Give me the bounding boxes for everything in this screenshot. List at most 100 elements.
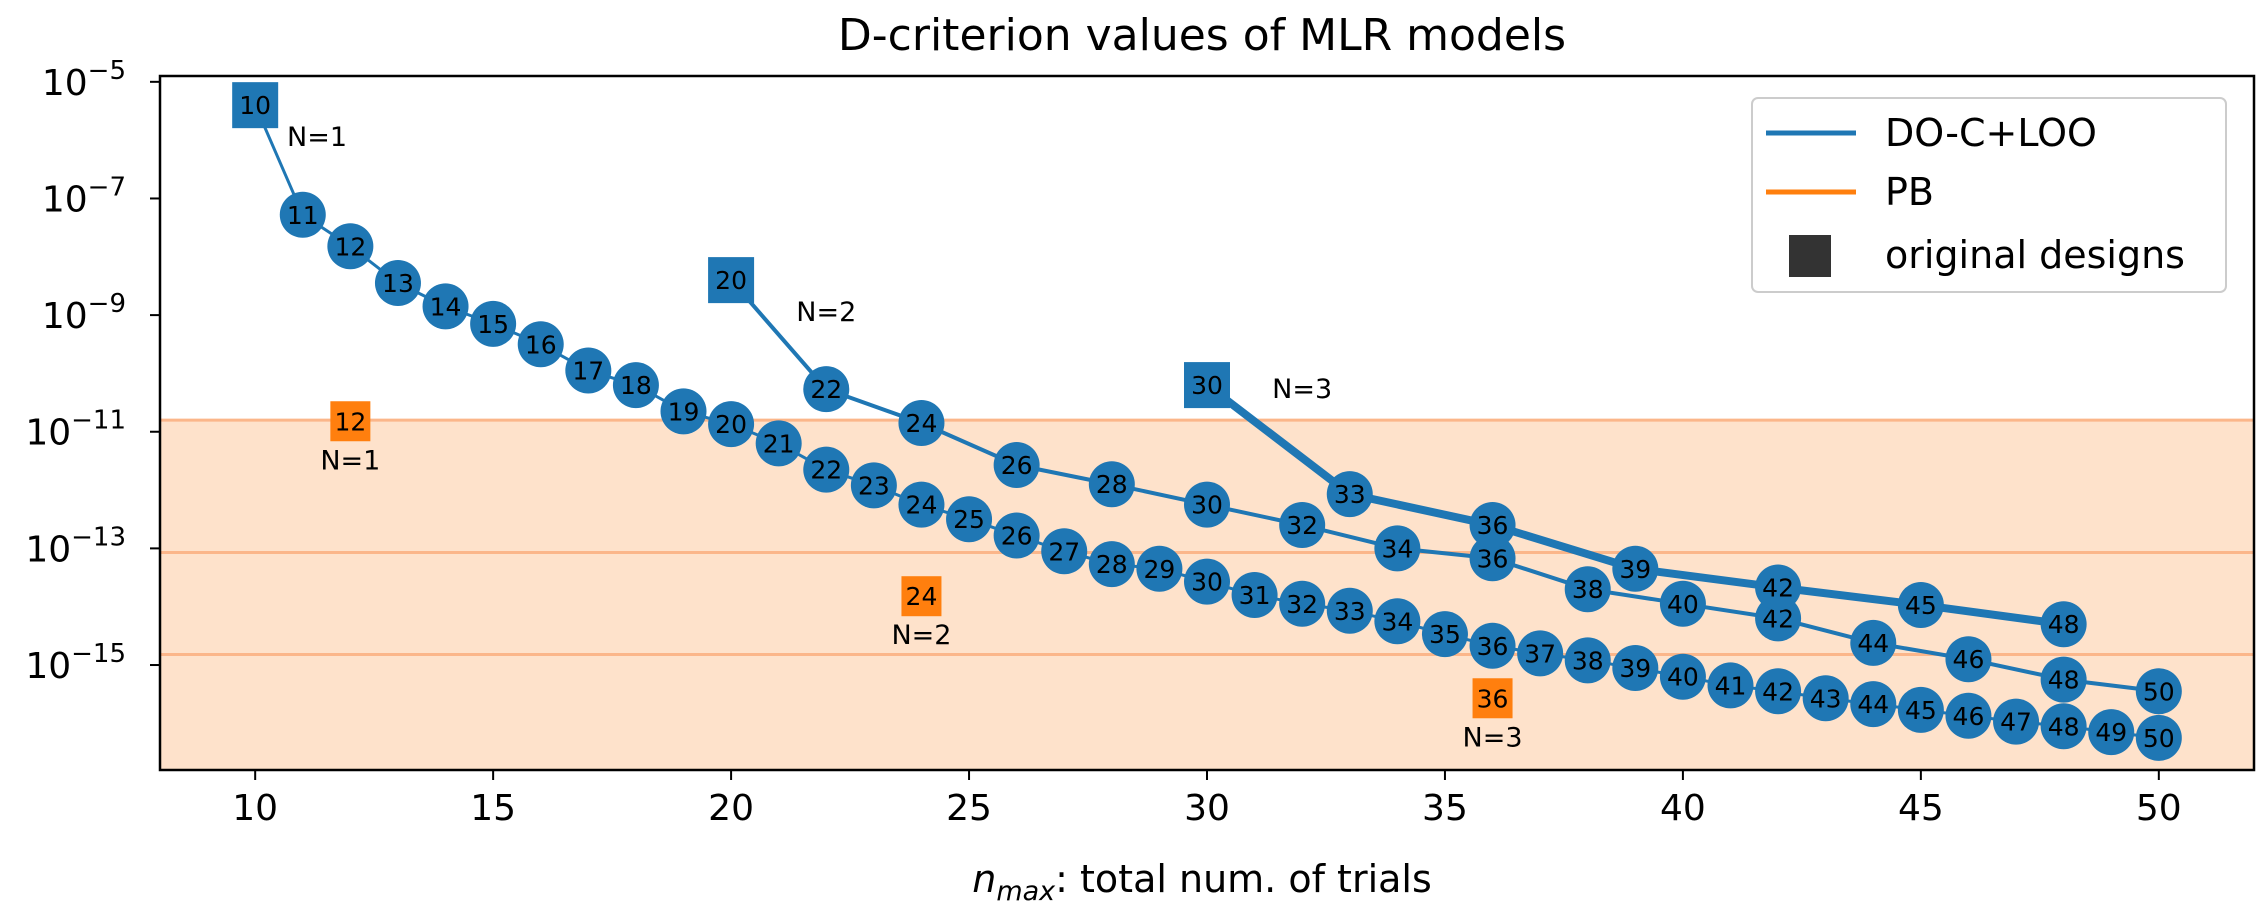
pb-point-1 — [901, 576, 942, 617]
series-0-point-label-12: 23 — [858, 471, 890, 500]
series-0-point-label-15: 26 — [1001, 522, 1033, 551]
series-1-point-label-4: 30 — [1191, 491, 1223, 520]
series-0-point-label-23: 34 — [1381, 607, 1413, 636]
series-0-point-32 — [1802, 675, 1849, 722]
series-2-point-0 — [1326, 471, 1373, 518]
series-1-point-label-3: 28 — [1096, 470, 1128, 499]
series-0-point-6 — [565, 347, 612, 394]
series-2-point-label-5: 48 — [2048, 610, 2080, 639]
series-0-point-label-17: 28 — [1096, 550, 1128, 579]
legend-square-original — [1789, 235, 1831, 277]
series-0-point-1 — [327, 223, 374, 270]
series-0-point-label-36: 47 — [2000, 708, 2032, 737]
series-0-point-label-0: 11 — [287, 201, 319, 230]
pb-point-label-0: 12 — [334, 407, 366, 436]
series-0-point-26 — [1517, 630, 1564, 677]
x-tick-label-6: 40 — [1660, 788, 1706, 829]
x-tick-label-2: 20 — [708, 788, 754, 829]
series-0-point-34 — [1897, 686, 1944, 733]
series-0-point-label-37: 48 — [2048, 712, 2080, 741]
series-0-point-5 — [517, 321, 564, 368]
series-0-point-3 — [422, 283, 469, 330]
x-tick-label-0: 10 — [232, 788, 278, 829]
series-1-point-12 — [1945, 636, 1992, 683]
series-0-point-11 — [803, 446, 850, 493]
series-0-point-18 — [1136, 545, 1183, 592]
series-0-point-17 — [1088, 541, 1135, 588]
series-0-point-20 — [1231, 572, 1278, 619]
series-line-1 — [729, 278, 2160, 694]
series-0-point-31 — [1755, 668, 1802, 715]
series-2-n-label: N=3 — [1272, 374, 1332, 405]
series-0-point-label-13: 24 — [906, 491, 938, 520]
legend: DO-C+LOO PB original designs — [1751, 97, 2227, 293]
series-1-point-2 — [993, 441, 1040, 488]
series-0-point-21 — [1279, 580, 1326, 627]
series-0-point-8 — [660, 388, 707, 435]
series-2-point-2 — [1612, 545, 1659, 592]
series-1-point-label-5: 32 — [1286, 511, 1318, 540]
series-0-point-label-33: 44 — [1857, 690, 1889, 719]
series-0-point-label-11: 22 — [810, 456, 842, 485]
series-1-point-0 — [803, 366, 850, 413]
series-0-point-10 — [755, 420, 802, 467]
series-0-point-23 — [1374, 598, 1421, 645]
pb-point-n-label-0: N=1 — [320, 445, 380, 476]
series-2-point-label-3: 42 — [1762, 573, 1794, 602]
series-0-point-12 — [850, 462, 897, 509]
plot-area: 11 12 13 14 15 16 17 18 19 20 21 22 23 24 25 26 27 28 29 30… — [25, 56, 2256, 829]
x-axis-label-italic: n — [972, 857, 996, 901]
pb-point-2 — [1472, 678, 1513, 719]
legend-frame — [1751, 97, 2227, 293]
series-2-point-label-4: 45 — [1905, 591, 1937, 620]
y-tick-label-2: 10−9 — [42, 289, 126, 337]
series-0-point-label-1: 12 — [334, 232, 366, 261]
series-0-point-label-14: 25 — [953, 505, 985, 534]
series-1-point-3 — [1088, 461, 1135, 508]
series-1-point-label-6: 34 — [1381, 534, 1413, 563]
series-0-point-15 — [993, 512, 1040, 559]
series-1-point-label-14: 50 — [2143, 677, 2175, 706]
series-1-original-design-marker — [708, 257, 755, 304]
series-0-point-13 — [898, 481, 945, 528]
series-1-point-label-1: 24 — [906, 409, 938, 438]
series-1-point-label-11: 44 — [1857, 629, 1889, 658]
series-0-point-16 — [1041, 528, 1088, 575]
series-2-point-5 — [2040, 601, 2087, 648]
x-tick-label-7: 45 — [1898, 788, 1944, 829]
series-0-point-7 — [612, 362, 659, 409]
series-0-point-29 — [1659, 653, 1706, 700]
series-1-point-14 — [2135, 668, 2182, 715]
series-0-point-14 — [946, 496, 993, 543]
series-2-point-label-2: 39 — [1619, 555, 1651, 584]
series-0-point-label-8: 19 — [668, 397, 700, 426]
series-2-point-label-0: 33 — [1334, 480, 1366, 509]
series-0-point-24 — [1421, 611, 1468, 658]
y-tick-label-1: 10−7 — [42, 172, 126, 220]
series-1-point-11 — [1850, 619, 1897, 666]
series-0-point-label-31: 42 — [1762, 677, 1794, 706]
x-tick-label-1: 15 — [470, 788, 516, 829]
series-1-point-8 — [1564, 566, 1611, 613]
y-tick-label-5: 10−15 — [25, 639, 126, 687]
series-1-n-label: N=2 — [796, 297, 856, 328]
series-0-point-label-22: 33 — [1334, 597, 1366, 626]
series-0-point-label-16: 27 — [1048, 537, 1080, 566]
series-0-point-30 — [1707, 662, 1754, 709]
legend-label-doc: DO-C+LOO — [1885, 111, 2097, 155]
series-0-point-19 — [1184, 558, 1230, 605]
series-1-point-9 — [1659, 580, 1706, 627]
series-0-point-22 — [1326, 587, 1373, 634]
series-0-point-label-27: 38 — [1572, 646, 1604, 675]
series-0-point-label-35: 46 — [1953, 702, 1985, 731]
series-0-point-label-19: 30 — [1191, 568, 1223, 597]
x-tick-label-5: 35 — [1422, 788, 1468, 829]
series-0-point-35 — [1945, 692, 1992, 739]
series-2-original-design-marker — [1184, 362, 1230, 409]
series-0-point-0 — [279, 191, 326, 238]
series-0-point-label-7: 18 — [620, 371, 652, 400]
series-1-point-7 — [1469, 535, 1516, 582]
y-tick-label-3: 10−11 — [25, 406, 126, 454]
series-0-point-label-4: 15 — [477, 310, 509, 339]
